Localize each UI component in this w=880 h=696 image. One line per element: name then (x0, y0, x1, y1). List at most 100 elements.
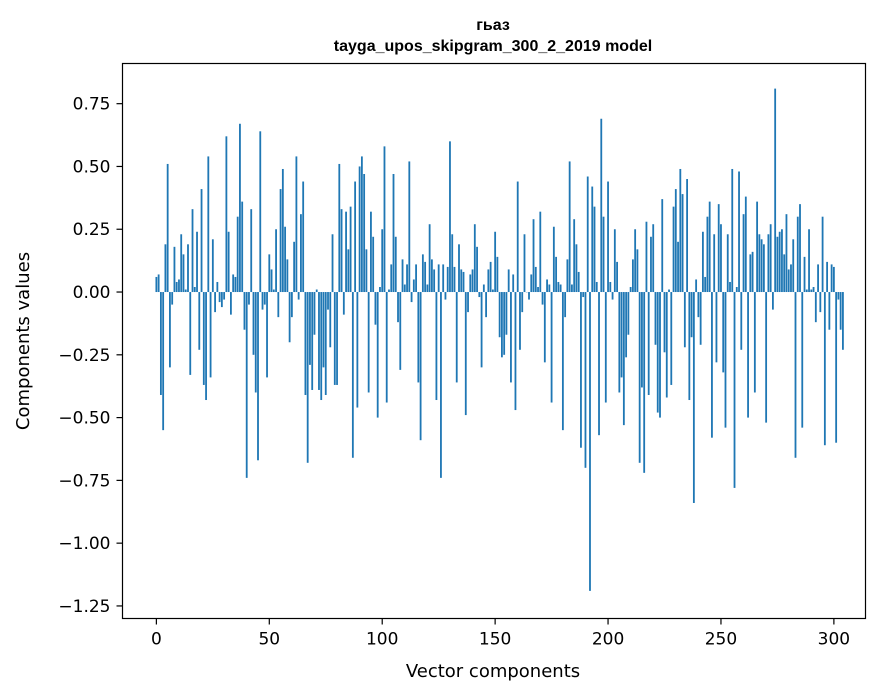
bar-component-41 (248, 292, 250, 305)
bar-component-142 (476, 246, 478, 293)
x-tick-label: 0 (151, 630, 162, 650)
bar-component-77 (329, 292, 332, 348)
bar-component-169 (537, 287, 539, 293)
bar-component-30 (223, 292, 226, 300)
bar-component-256 (733, 292, 736, 488)
y-tick-label: 0.25 (73, 220, 111, 240)
bar-component-206 (620, 292, 623, 378)
bar-component-184 (571, 284, 573, 293)
bar-component-54 (277, 292, 280, 318)
bar-component-295 (821, 216, 824, 293)
bar-component-141 (473, 224, 476, 293)
bar-component-26 (214, 292, 216, 313)
bar-component-304 (842, 292, 844, 350)
bar-component-223 (659, 292, 661, 418)
bar-component-143 (478, 292, 481, 298)
bar-component-2 (159, 292, 162, 395)
y-tick-label: −0.50 (58, 409, 110, 429)
chart-title-line2: tayga_upos_skipgram_300_2_2019 model (334, 38, 652, 55)
bar-component-296 (823, 292, 826, 446)
bar-component-265 (753, 292, 756, 393)
bar-component-52 (272, 289, 275, 293)
bar-component-137 (464, 292, 467, 416)
bar-component-242 (701, 231, 704, 293)
bar-component-127 (442, 264, 445, 293)
bar-component-64 (300, 214, 302, 293)
chart-title-line1: гьаз (476, 17, 510, 34)
bar-component-96 (372, 236, 375, 293)
bar-component-122 (430, 259, 433, 293)
bar-component-69 (311, 292, 314, 390)
bar-component-250 (720, 224, 722, 293)
bar-component-160 (516, 181, 519, 293)
bar-component-133 (455, 292, 458, 383)
bar-component-216 (643, 292, 646, 473)
bar-component-51 (270, 269, 273, 293)
y-axis-ticks: 0.75 0.50 0.25 0.00 −0.25 −0.50 −0.75 −1.00 −1.2… (58, 95, 123, 617)
bar-component-204 (616, 261, 618, 293)
bar-component-11 (180, 234, 183, 293)
bar-component-132 (453, 266, 456, 293)
bar-component-258 (738, 171, 740, 293)
bar-component-149 (491, 289, 494, 293)
bar-component-303 (839, 292, 842, 330)
bar-component-117 (419, 292, 422, 441)
bar-component-166 (530, 274, 533, 293)
bar-component-9 (175, 281, 178, 293)
bar-component-105 (392, 174, 395, 293)
bar-component-259 (740, 292, 743, 350)
bar-component-38 (241, 201, 244, 293)
x-axis-label: Vector components (406, 661, 580, 682)
bar-component-106 (394, 236, 397, 293)
bar-component-114 (412, 279, 415, 293)
bar-component-12 (182, 254, 185, 293)
bar-component-298 (828, 292, 831, 330)
bar-component-168 (534, 266, 537, 293)
bar-component-284 (796, 216, 799, 293)
bar-component-247 (713, 234, 716, 293)
bar-component-21 (202, 292, 205, 385)
bar-component-245 (708, 201, 711, 293)
bar-component-187 (577, 271, 580, 293)
bar-component-272 (769, 224, 772, 293)
bar-component-241 (699, 292, 702, 345)
bar-component-147 (487, 269, 490, 293)
bar-component-154 (503, 292, 506, 355)
bar-component-193 (591, 186, 594, 293)
plot-area-frame (121, 62, 867, 620)
y-axis-label: Components values (13, 252, 34, 430)
bar-component-111 (406, 264, 408, 293)
bar-component-299 (830, 264, 833, 293)
bar-component-212 (634, 229, 637, 293)
bar-component-275 (776, 236, 779, 293)
bar-component-136 (462, 271, 465, 293)
bar-component-140 (471, 269, 474, 293)
bar-component-225 (663, 292, 666, 353)
bar-component-120 (426, 284, 429, 293)
bar-component-97 (374, 292, 377, 325)
bar-component-40 (245, 292, 248, 478)
x-tick-label: 50 (258, 630, 280, 650)
bar-component-82 (340, 209, 343, 293)
bar-component-276 (778, 231, 781, 293)
bar-component-294 (819, 292, 822, 313)
y-tick-label: −1.25 (58, 597, 110, 617)
bar-component-302 (837, 292, 840, 300)
bar-component-25 (211, 239, 214, 293)
bar-component-213 (636, 249, 639, 293)
bar-component-192 (589, 292, 591, 591)
bar-component-244 (706, 216, 709, 293)
bar-component-8 (173, 246, 176, 293)
bar-component-194 (593, 206, 596, 293)
x-tick-label: 100 (366, 630, 398, 650)
bar-component-183 (568, 161, 571, 293)
bar-component-173 (546, 279, 548, 293)
bar-component-253 (726, 234, 729, 293)
bar-component-287 (803, 256, 806, 293)
bar-component-207 (622, 292, 625, 426)
bar-component-39 (243, 292, 246, 330)
bar-component-134 (458, 244, 460, 293)
bar-component-172 (543, 292, 546, 363)
bar-component-200 (607, 181, 609, 293)
bar-component-182 (566, 259, 569, 293)
